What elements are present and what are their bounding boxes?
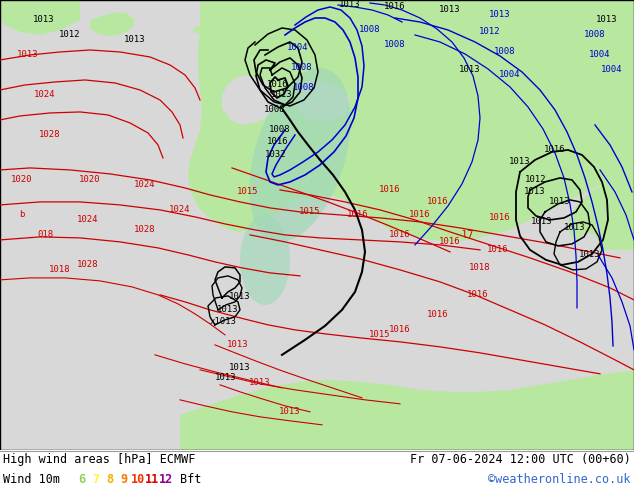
Text: 1013: 1013 bbox=[230, 364, 251, 372]
Text: 1004: 1004 bbox=[499, 71, 521, 79]
Polygon shape bbox=[180, 370, 634, 450]
Text: 1016: 1016 bbox=[268, 137, 288, 147]
Text: 1018: 1018 bbox=[469, 264, 491, 272]
Text: 1008: 1008 bbox=[585, 30, 605, 40]
Text: 1013: 1013 bbox=[524, 187, 546, 196]
Text: 1013: 1013 bbox=[439, 5, 461, 15]
Text: 1013: 1013 bbox=[216, 373, 236, 382]
Text: 1013: 1013 bbox=[17, 50, 39, 59]
Text: 1024: 1024 bbox=[134, 180, 156, 190]
Text: 1013: 1013 bbox=[124, 35, 146, 45]
Text: 1013: 1013 bbox=[230, 293, 251, 301]
Text: 1013: 1013 bbox=[489, 10, 511, 20]
Text: l7: l7 bbox=[462, 230, 474, 240]
Text: 1012: 1012 bbox=[479, 27, 501, 36]
Text: 1012: 1012 bbox=[59, 30, 81, 40]
Polygon shape bbox=[249, 68, 351, 242]
Text: 1024: 1024 bbox=[34, 91, 56, 99]
Polygon shape bbox=[202, 45, 236, 80]
Text: 1024: 1024 bbox=[169, 205, 191, 215]
Text: 8: 8 bbox=[107, 473, 113, 487]
Text: 1028: 1028 bbox=[39, 130, 61, 140]
Text: 1008: 1008 bbox=[294, 83, 314, 93]
Text: 1013: 1013 bbox=[531, 218, 553, 226]
Text: 1008: 1008 bbox=[495, 48, 515, 56]
Text: 1008: 1008 bbox=[384, 41, 406, 49]
Text: 11: 11 bbox=[145, 473, 159, 487]
Polygon shape bbox=[568, 170, 634, 250]
Text: 1008: 1008 bbox=[359, 25, 381, 34]
Text: 1004: 1004 bbox=[287, 44, 309, 52]
Polygon shape bbox=[90, 12, 135, 36]
Text: ©weatheronline.co.uk: ©weatheronline.co.uk bbox=[489, 473, 631, 487]
Text: 1008: 1008 bbox=[264, 105, 286, 115]
Text: 1013: 1013 bbox=[459, 66, 481, 74]
Text: 1016: 1016 bbox=[467, 291, 489, 299]
Polygon shape bbox=[222, 75, 278, 125]
Text: 1004: 1004 bbox=[589, 50, 611, 59]
Text: 1013: 1013 bbox=[509, 157, 531, 167]
Text: 6: 6 bbox=[79, 473, 86, 487]
Text: 1008: 1008 bbox=[291, 64, 313, 73]
Polygon shape bbox=[0, 0, 80, 35]
Text: 1015: 1015 bbox=[299, 207, 321, 217]
Text: 1028: 1028 bbox=[77, 260, 99, 270]
Polygon shape bbox=[192, 26, 202, 34]
Text: 1012: 1012 bbox=[525, 175, 547, 184]
Text: 12: 12 bbox=[159, 473, 173, 487]
Text: 9: 9 bbox=[120, 473, 127, 487]
Text: 1016: 1016 bbox=[439, 237, 461, 246]
Text: 1008: 1008 bbox=[269, 125, 291, 134]
Text: 1020: 1020 bbox=[11, 175, 33, 184]
Text: 1013: 1013 bbox=[217, 305, 239, 315]
Text: 1013: 1013 bbox=[564, 223, 586, 232]
Text: 1015: 1015 bbox=[237, 187, 259, 196]
Text: x1013: x1013 bbox=[210, 318, 236, 326]
Polygon shape bbox=[298, 80, 350, 122]
Text: 1015: 1015 bbox=[369, 330, 391, 340]
Text: 1016: 1016 bbox=[427, 197, 449, 206]
Text: 1016: 1016 bbox=[544, 146, 566, 154]
Text: 1004: 1004 bbox=[601, 66, 623, 74]
Text: 1013: 1013 bbox=[549, 197, 571, 206]
Text: 1013: 1013 bbox=[579, 250, 601, 259]
Text: 1013: 1013 bbox=[271, 91, 293, 99]
Text: 1032: 1032 bbox=[265, 150, 287, 159]
Text: b: b bbox=[19, 210, 25, 220]
Text: 1013: 1013 bbox=[339, 0, 361, 9]
Text: 1016: 1016 bbox=[427, 310, 449, 319]
Text: 1013: 1013 bbox=[227, 341, 249, 349]
Text: 1016: 1016 bbox=[488, 245, 508, 254]
Text: 7: 7 bbox=[93, 473, 100, 487]
Polygon shape bbox=[240, 215, 290, 305]
Text: 1016: 1016 bbox=[389, 325, 411, 334]
Text: 1020: 1020 bbox=[79, 175, 101, 184]
Text: 1024: 1024 bbox=[77, 216, 99, 224]
Text: 1013: 1013 bbox=[279, 407, 301, 416]
Text: Fr 07-06-2024 12:00 UTC (00+60): Fr 07-06-2024 12:00 UTC (00+60) bbox=[410, 453, 631, 466]
Text: Bft: Bft bbox=[180, 473, 202, 487]
Text: 1016: 1016 bbox=[489, 214, 511, 222]
Text: 1013: 1013 bbox=[249, 378, 271, 388]
Polygon shape bbox=[188, 0, 634, 242]
Text: Wind 10m: Wind 10m bbox=[3, 473, 60, 487]
Polygon shape bbox=[258, 0, 380, 108]
Text: 1016: 1016 bbox=[347, 210, 369, 220]
Text: 1016: 1016 bbox=[389, 230, 411, 240]
Polygon shape bbox=[0, 0, 60, 22]
Polygon shape bbox=[478, 243, 540, 262]
Text: 10: 10 bbox=[131, 473, 145, 487]
Text: 1016: 1016 bbox=[268, 80, 288, 90]
Text: 1016: 1016 bbox=[379, 185, 401, 195]
Text: 018: 018 bbox=[37, 230, 53, 240]
Polygon shape bbox=[220, 325, 580, 380]
Text: High wind areas [hPa] ECMWF: High wind areas [hPa] ECMWF bbox=[3, 453, 195, 466]
Text: 1016: 1016 bbox=[384, 2, 406, 11]
Text: 1013: 1013 bbox=[596, 16, 618, 24]
Polygon shape bbox=[576, 232, 600, 260]
Text: 1028: 1028 bbox=[134, 225, 156, 234]
Text: 1018: 1018 bbox=[49, 266, 71, 274]
Text: 1013: 1013 bbox=[33, 16, 55, 24]
Text: 1016: 1016 bbox=[410, 210, 430, 220]
